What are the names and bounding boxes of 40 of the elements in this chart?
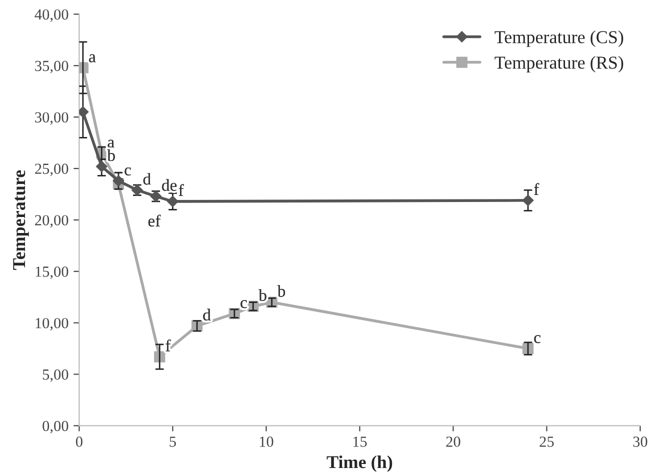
y-tick-label: 0,00 [42, 420, 68, 434]
y-tick-label: 40,00 [34, 9, 68, 22]
annotation: c [124, 167, 131, 176]
legend-label: Temperature (RS) [494, 56, 624, 72]
x-tick-label: 25 [540, 436, 554, 447]
x-tick-label: 0 [76, 436, 82, 447]
annotation: d [143, 172, 151, 185]
x-tick-label: 5 [170, 436, 176, 447]
x-tick-label: 20 [446, 436, 460, 447]
point [167, 196, 178, 208]
y-tick-label: 20,00 [35, 215, 68, 228]
annotation: f [166, 339, 171, 352]
y-tick-label: 35,00 [35, 60, 68, 74]
point [522, 194, 534, 206]
annotation: d [203, 308, 211, 321]
y-tick-label: 10,00 [36, 318, 68, 330]
x-tick-label: 15 [353, 436, 367, 447]
x-tick-label: 30 [633, 436, 648, 447]
y-tick-label: 25,00 [35, 164, 68, 176]
annotation: a [108, 140, 114, 148]
point [96, 160, 108, 172]
x-axis-title: Time (h) [326, 456, 392, 472]
annotation: b [277, 285, 286, 297]
y-tick-label: 30,00 [35, 112, 68, 125]
point [112, 175, 124, 186]
annotation: c [534, 335, 540, 344]
annotation: ef [148, 214, 161, 227]
x-tick-label: 10 [260, 436, 274, 447]
annotation: f [178, 184, 184, 196]
annotation: a [89, 54, 96, 62]
point [79, 106, 89, 118]
annotation: f [534, 183, 540, 195]
y-tick-label: 15,00 [36, 266, 68, 280]
y-tick-label: 5,00 [42, 369, 68, 382]
annotation: de [162, 179, 177, 191]
annotation: b [107, 149, 115, 162]
annotation: c [240, 300, 247, 308]
legend-label: Temperature (CS) [494, 30, 624, 47]
annotation: b [258, 289, 266, 301]
y-axis-title: Temperature [13, 170, 29, 270]
